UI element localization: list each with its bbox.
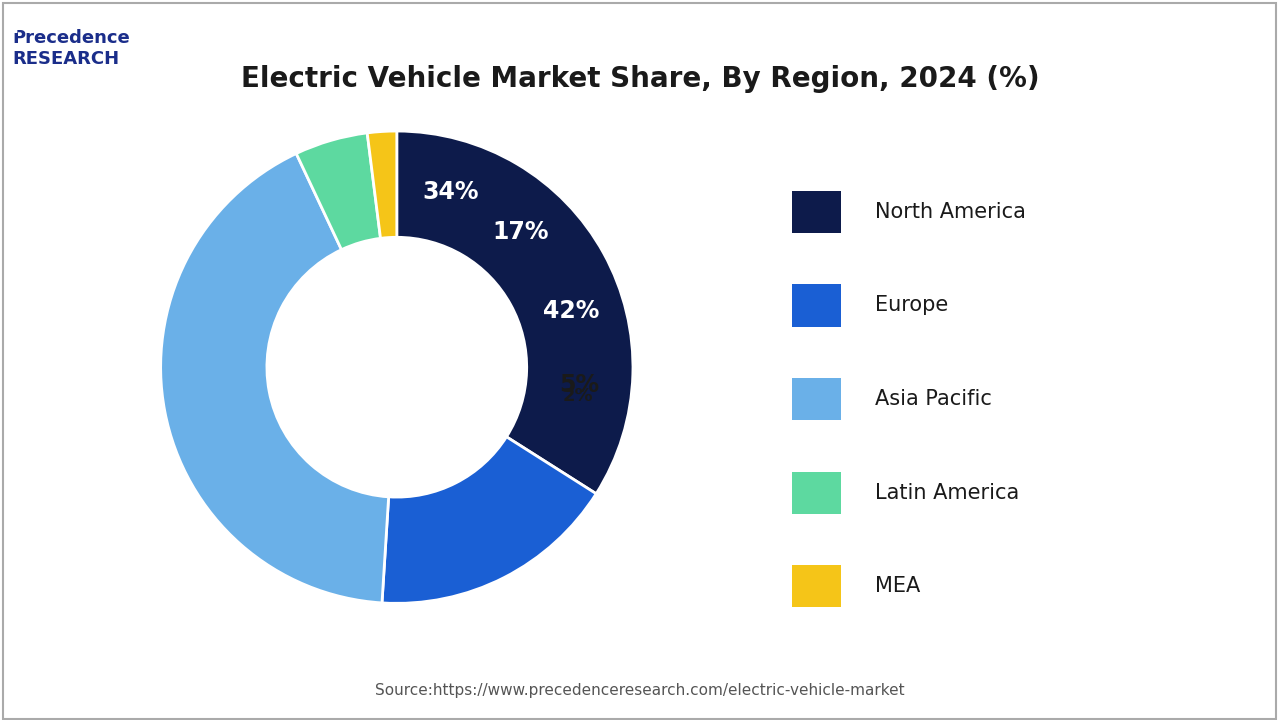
Text: Latin America: Latin America	[876, 482, 1019, 503]
FancyBboxPatch shape	[792, 284, 841, 326]
Wedge shape	[161, 153, 389, 603]
Wedge shape	[381, 437, 596, 603]
FancyBboxPatch shape	[792, 565, 841, 607]
Text: Source:https://www.precedenceresearch.com/electric-vehicle-market: Source:https://www.precedenceresearch.co…	[375, 683, 905, 698]
Text: North America: North America	[876, 202, 1025, 222]
Text: 42%: 42%	[543, 299, 599, 323]
Text: 2%: 2%	[562, 387, 593, 405]
Text: P: P	[12, 18, 26, 37]
Text: 34%: 34%	[422, 180, 479, 204]
Wedge shape	[397, 131, 632, 494]
Text: 17%: 17%	[493, 220, 549, 244]
FancyBboxPatch shape	[792, 191, 841, 233]
FancyBboxPatch shape	[792, 378, 841, 420]
Wedge shape	[367, 131, 397, 238]
FancyBboxPatch shape	[792, 472, 841, 514]
Text: Precedence
RESEARCH: Precedence RESEARCH	[13, 29, 131, 68]
Text: Asia Pacific: Asia Pacific	[876, 389, 992, 409]
Text: 5%: 5%	[559, 373, 599, 397]
Text: Europe: Europe	[876, 295, 948, 315]
Text: Electric Vehicle Market Share, By Region, 2024 (%): Electric Vehicle Market Share, By Region…	[241, 65, 1039, 93]
Text: MEA: MEA	[876, 576, 920, 596]
Wedge shape	[296, 133, 380, 250]
